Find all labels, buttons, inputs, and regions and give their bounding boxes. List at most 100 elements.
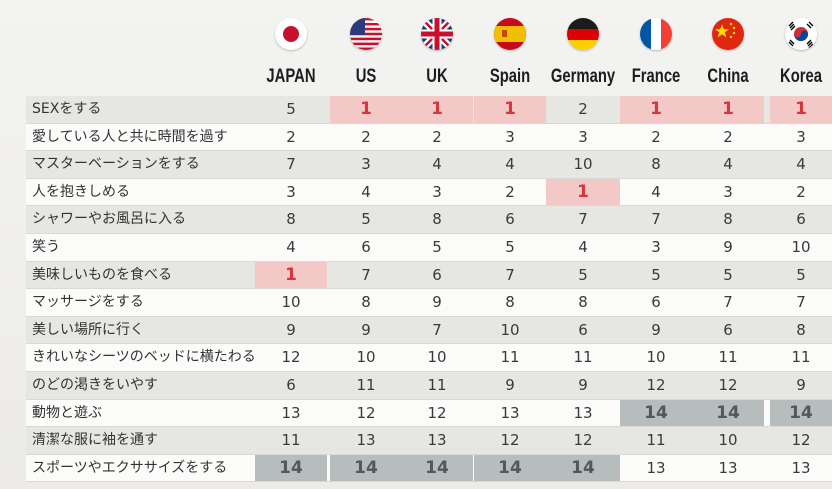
rank-cell: 13 — [427, 431, 447, 450]
rank-cell: 12 — [718, 375, 738, 394]
table-row: のどの渇きをいやす 6 11 11 9 9 12 12 9 — [26, 371, 832, 400]
rank-cell: 8 — [651, 155, 661, 174]
spain-flag-icon — [494, 18, 526, 50]
rank-cell: 8 — [796, 320, 806, 339]
rank-cell: 9 — [361, 320, 371, 339]
rank-cell: 11 — [646, 431, 666, 450]
rank-cell: 8 — [432, 210, 442, 229]
activity-label: 笑う — [32, 238, 60, 255]
country-header: JAPAN — [266, 66, 316, 87]
korea-flag-icon — [785, 18, 817, 50]
rank-cell: 11 — [573, 348, 593, 367]
rank-cell: 11 — [718, 348, 738, 367]
rank-cell: 11 — [356, 375, 376, 394]
rank-cell: 4 — [796, 155, 806, 174]
rank-cell: 3 — [796, 127, 806, 146]
rank-cell: 9 — [723, 237, 733, 256]
rank-cell: 4 — [286, 237, 296, 256]
table-row: 美しい場所に行く 9 9 7 10 6 9 6 8 — [26, 316, 832, 345]
rank-cell: 1 — [255, 261, 327, 289]
rank-cell: 13 — [281, 403, 301, 422]
rank-cell: 9 — [286, 320, 296, 339]
rank-cell: 1 — [770, 96, 832, 123]
rank-cell: 7 — [578, 210, 588, 229]
country-header-row: JAPAN US UK Spain Germany France China Korea — [0, 62, 832, 92]
rank-cell: 10 — [427, 348, 447, 367]
rank-cell: 13 — [356, 431, 376, 450]
rank-cell: 10 — [281, 293, 301, 312]
japan-flag-icon — [275, 18, 307, 50]
table-row: 美味しいものを食べる 1 7 6 7 5 5 5 5 — [26, 261, 832, 290]
rank-cell: 6 — [505, 210, 515, 229]
rank-cell: 12 — [356, 403, 376, 422]
rank-cell: 8 — [361, 293, 371, 312]
table-row: 動物と遊ぶ 13 12 12 13 13 14 14 14 — [26, 399, 832, 428]
rank-cell: 4 — [723, 155, 733, 174]
table-row: マスターベーションをする 7 3 4 4 10 8 4 4 — [26, 151, 832, 179]
rank-cell: 10 — [356, 348, 376, 367]
rank-cell: 14 — [770, 399, 832, 427]
rank-cell: 3 — [432, 182, 442, 201]
rank-cell: 5 — [505, 237, 515, 256]
country-header: UK — [426, 66, 448, 87]
activity-label: マッサージをする — [32, 294, 144, 311]
rank-cell: 4 — [432, 155, 442, 174]
rank-cell: 6 — [796, 210, 806, 229]
rank-cell: 6 — [361, 237, 371, 256]
rank-cell: 7 — [723, 293, 733, 312]
rank-cell: 12 — [500, 431, 520, 450]
rank-cell: 10 — [646, 348, 666, 367]
rank-cell: 2 — [361, 127, 371, 146]
country-header: Korea — [779, 66, 822, 87]
rank-cell: 1 — [692, 96, 764, 123]
country-header: China — [707, 66, 749, 87]
rank-cell: 6 — [723, 320, 733, 339]
rank-cell: 8 — [723, 210, 733, 229]
rank-cell: 9 — [578, 375, 588, 394]
rank-cell: 1 — [620, 96, 692, 123]
rank-cell: 3 — [286, 182, 296, 201]
rank-cell: 3 — [505, 127, 515, 146]
rank-cell: 7 — [505, 265, 515, 284]
rank-cell: 9 — [432, 293, 442, 312]
rank-cell: 2 — [432, 127, 442, 146]
activity-label: のどの渇きをいやす — [32, 376, 158, 393]
rank-cell: 13 — [646, 458, 666, 477]
rank-cell: 7 — [796, 293, 806, 312]
rank-cell: 2 — [723, 127, 733, 146]
rank-cell: 5 — [723, 265, 733, 284]
activity-label: マスターベーションをする — [32, 156, 200, 173]
rank-cell: 6 — [432, 265, 442, 284]
rank-cell: 10 — [718, 431, 738, 450]
activity-label: 美味しいものを食べる — [32, 266, 172, 283]
rank-cell: 8 — [505, 293, 515, 312]
rank-cell: 4 — [651, 182, 661, 201]
germany-flag-icon — [567, 18, 599, 50]
rank-cell: 7 — [361, 265, 371, 284]
country-header: US — [355, 66, 377, 87]
rank-cell: 5 — [651, 265, 661, 284]
rank-cell: 7 — [286, 155, 296, 174]
rank-cell: 2 — [578, 100, 588, 118]
us-flag-icon — [350, 18, 382, 50]
activity-label: きれいなシーツのベッドに横たわる — [32, 349, 256, 366]
rank-cell: 5 — [286, 100, 296, 118]
rank-cell: 5 — [432, 237, 442, 256]
rank-cell: 11 — [791, 348, 811, 367]
rank-cell: 3 — [651, 237, 661, 256]
rank-cell: 4 — [505, 155, 515, 174]
rank-cell: 3 — [723, 182, 733, 201]
rank-cell: 13 — [500, 403, 520, 422]
rank-cell: 6 — [651, 293, 661, 312]
rank-cell: 4 — [361, 182, 371, 201]
country-header: Germany — [550, 66, 616, 87]
activity-label: 美しい場所に行く — [32, 321, 144, 338]
rank-cell: 5 — [361, 210, 371, 229]
rank-cell: 7 — [651, 210, 661, 229]
table-row: 清潔な服に袖を通す 11 13 13 12 12 11 10 12 — [26, 427, 832, 455]
rank-cell: 12 — [646, 375, 666, 394]
activity-label: 愛している人と共に時間を過す — [32, 128, 228, 145]
activity-label: 清潔な服に袖を通す — [32, 432, 158, 449]
rank-cell: 10 — [573, 155, 593, 174]
rank-cell: 9 — [505, 375, 515, 394]
